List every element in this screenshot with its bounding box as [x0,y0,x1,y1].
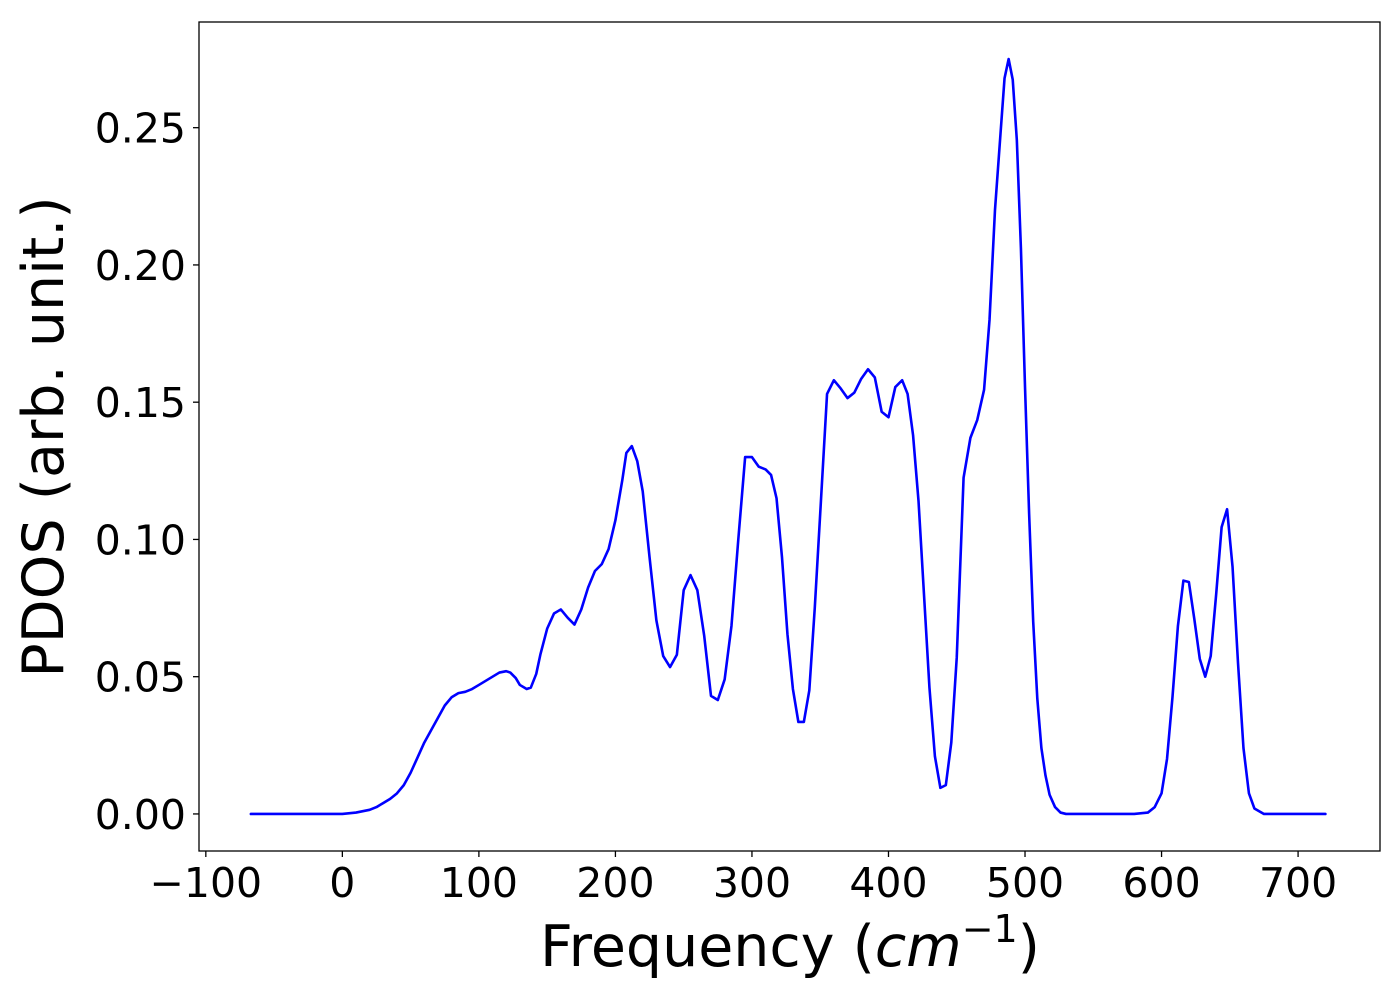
x-tick-label: 500 [986,859,1064,907]
x-axis-label-exponent: −1 [962,907,1018,951]
x-tick-label: 600 [1122,859,1200,907]
axes-frame [198,21,1381,852]
pdos-series-line [249,57,1327,816]
x-tick-label: 100 [440,859,518,907]
y-tick-label: 0.00 [95,791,186,839]
y-tick-label: 0.10 [95,516,186,564]
x-tick-label: 400 [849,859,927,907]
x-tick-label: 300 [713,859,791,907]
y-axis-ticks: 0.00 0.05 0.10 0.15 0.20 0.25 [95,105,199,839]
x-tick-label: 700 [1259,859,1337,907]
y-tick-label: 0.20 [95,242,186,290]
x-tick-label: −100 [150,859,263,907]
x-axis-ticks: −100 0 100 200 300 400 500 600 700 [150,851,1337,907]
x-axis-label-variable: cm [875,914,962,980]
y-axis-label: PDOS (arb. unit.) [11,196,77,677]
y-tick-label: 0.15 [95,379,186,427]
x-tick-label: 200 [576,859,654,907]
y-tick-label: 0.25 [95,105,186,153]
x-tick-label: 0 [329,859,355,907]
x-axis-label-text: Frequency ( [540,914,875,980]
y-tick-label: 0.05 [95,654,186,702]
x-axis-label-close: ) [1018,914,1040,980]
plot-area [198,21,1381,852]
x-axis-label: Frequency (cm−1) [540,907,1040,980]
